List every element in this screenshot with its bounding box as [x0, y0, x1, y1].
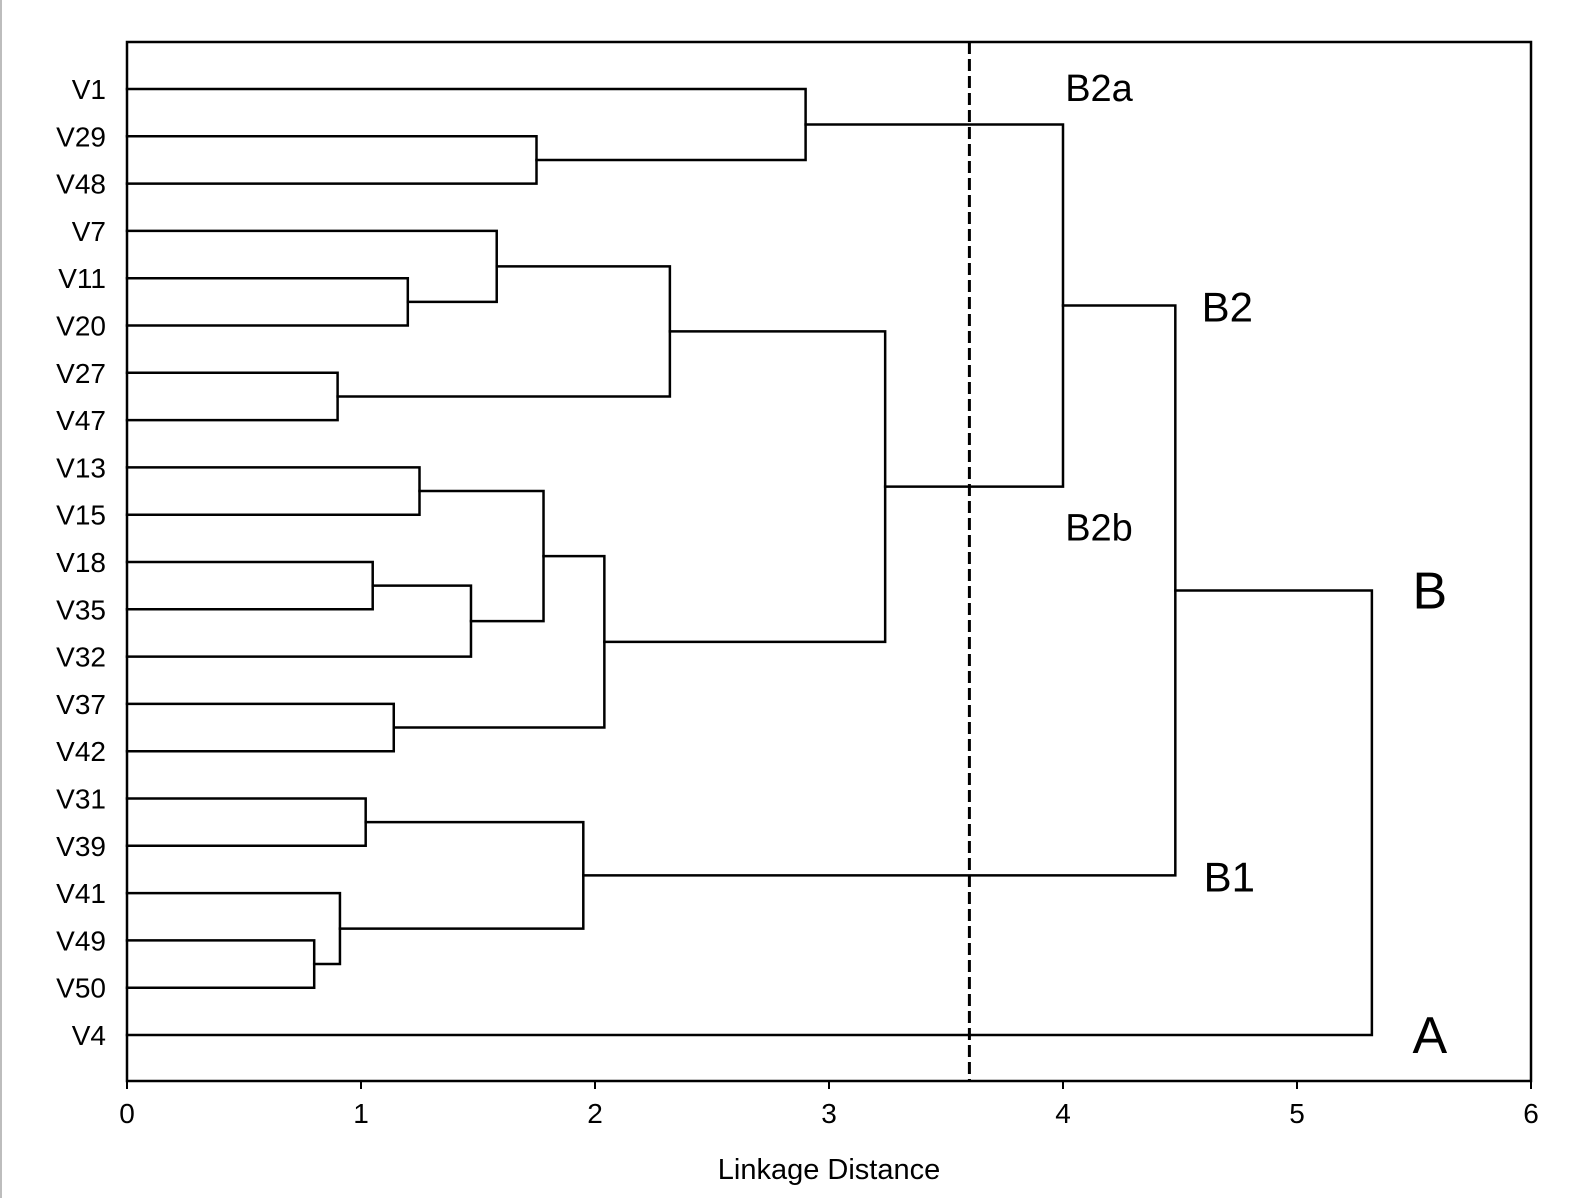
cluster-label: B1: [1204, 853, 1255, 900]
dendrogram-link: [125, 560, 374, 611]
dendrogram-link: [336, 265, 672, 398]
leaf-label: V18: [56, 547, 106, 578]
cluster-label: A: [1413, 1007, 1448, 1065]
cluster-label: B2: [1202, 284, 1253, 331]
leaf-label: V31: [56, 784, 106, 815]
leaf-label: V42: [56, 736, 106, 767]
leaf-label: V20: [56, 311, 106, 342]
left-edge-divider: [0, 0, 2, 1198]
dendrogram-link: [804, 123, 1065, 488]
dendrogram-link: [125, 589, 1374, 1037]
leaf-label: V47: [56, 405, 106, 436]
leaf-label: V39: [56, 831, 106, 862]
x-axis-label: Linkage Distance: [718, 1154, 940, 1186]
leaf-label: V50: [56, 973, 106, 1004]
dendrogram-link: [125, 466, 421, 516]
leaf-label: V32: [56, 642, 106, 673]
x-tick-label: 5: [1289, 1098, 1305, 1129]
leaf-label: V1: [72, 74, 106, 105]
leaf-label: V4: [72, 1020, 106, 1051]
dendrogram-link: [392, 554, 606, 729]
x-tick-label: 2: [587, 1098, 603, 1129]
leaf-label: V15: [56, 500, 106, 531]
leaf-label: V37: [56, 689, 106, 720]
leaf-label: V27: [56, 358, 106, 389]
dendrogram-link: [125, 891, 342, 966]
dendrogram-link: [603, 330, 887, 644]
leaf-label: V35: [56, 594, 106, 625]
x-tick-label: 1: [353, 1098, 369, 1129]
cluster-label: B2a: [1065, 68, 1133, 110]
dendrogram-link: [338, 820, 585, 930]
leaf-label: V48: [56, 169, 106, 200]
dendrogram-link: [125, 371, 339, 422]
dendrogram-link: [125, 229, 498, 304]
leaf-label: V29: [56, 121, 106, 152]
x-tick-label: 0: [119, 1098, 135, 1129]
dendrogram-link: [125, 939, 316, 989]
leaf-label: V11: [58, 263, 106, 294]
x-tick-label: 6: [1523, 1098, 1539, 1129]
dendrogram-link: [125, 276, 410, 327]
leaf-label: V49: [56, 925, 106, 956]
dendrogram-link: [125, 797, 367, 848]
dendrogram-link: [125, 87, 807, 162]
leaf-label: V13: [56, 452, 106, 483]
cluster-label: B2b: [1065, 508, 1133, 550]
dendrogram-link: [582, 304, 1177, 877]
dendrogram-link: [125, 702, 396, 753]
leaf-label: V7: [72, 216, 106, 247]
cluster-label: B: [1413, 562, 1448, 620]
dendrogram-link: [125, 584, 473, 658]
leaf-label: V41: [56, 878, 106, 909]
x-tick-label: 3: [821, 1098, 837, 1129]
dendrogram-link: [125, 135, 538, 185]
x-tick-label: 4: [1055, 1098, 1071, 1129]
dendrogram-link: [418, 489, 545, 623]
